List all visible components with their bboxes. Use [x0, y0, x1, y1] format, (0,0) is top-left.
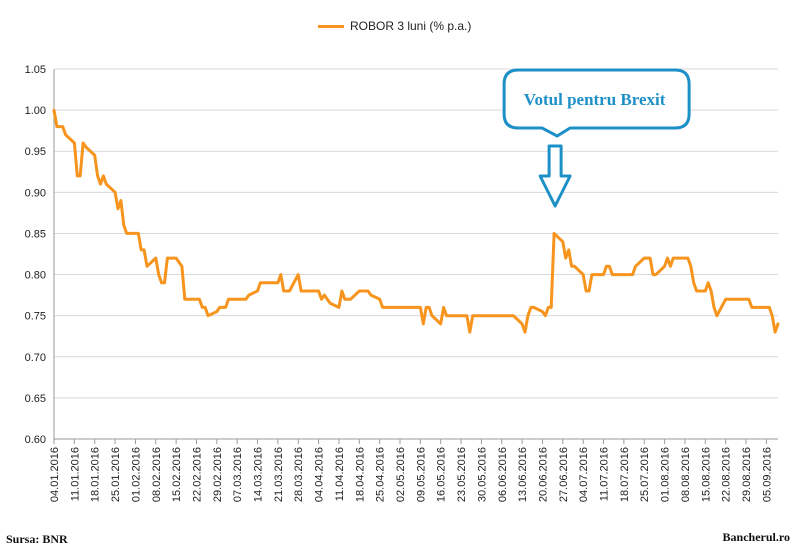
- x-tick-label: 18.01.2016: [90, 447, 102, 502]
- annotation-bubble: [502, 68, 691, 138]
- x-tick-label: 04.04.2016: [314, 447, 326, 502]
- x-tick-label: 18.04.2016: [354, 447, 366, 502]
- x-tick-label: 11.07.2016: [599, 447, 611, 501]
- axis-layer: 0.60 0.65 0.70 0.75 0.80 0.85 0.90 0.95 1.00 1.05…: [25, 64, 778, 502]
- x-tick-label: 21.03.2016: [273, 447, 285, 502]
- x-tick-label: 01.08.2016: [660, 447, 672, 502]
- x-tick-label: 29.02.2016: [212, 447, 224, 502]
- series-line-robor-3m: [52, 108, 780, 334]
- y-tick-label: 1.00: [25, 105, 46, 117]
- x-tick-label: 08.02.2016: [151, 447, 163, 502]
- x-tick-label: 01.02.2016: [130, 447, 142, 502]
- x-tick-label: 06.06.2016: [497, 447, 509, 502]
- y-tick-label: 0.80: [25, 270, 46, 282]
- site-credit: Bancherul.ro: [722, 530, 790, 544]
- x-tick-label: 11.01.2016: [69, 447, 81, 501]
- x-tick-label: 02.05.2016: [395, 447, 407, 502]
- x-tick-label: 15.08.2016: [700, 447, 712, 502]
- y-tick-label: 0.90: [25, 187, 46, 199]
- y-tick-label: 0.65: [25, 393, 46, 405]
- x-tick-label: 14.03.2016: [253, 447, 265, 502]
- x-tick-label: 04.01.2016: [49, 447, 61, 502]
- x-tick-label: 28.03.2016: [293, 447, 305, 502]
- x-tick-label: 25.07.2016: [639, 447, 651, 502]
- x-tick-label: 22.08.2016: [721, 447, 733, 502]
- source-note: Sursa: BNR: [6, 532, 68, 546]
- legend-label: ROBOR 3 luni (% p.a.): [350, 19, 472, 33]
- series-layer: [52, 108, 780, 334]
- x-tick-label: 13.06.2016: [517, 447, 529, 502]
- x-tick-label: 09.05.2016: [415, 447, 427, 502]
- legend: ROBOR 3 luni (% p.a.): [318, 18, 471, 34]
- y-tick-label: 0.85: [25, 228, 46, 240]
- x-tick-label: 05.09.2016: [761, 447, 773, 502]
- x-tick-label: 15.02.2016: [171, 447, 183, 502]
- x-tick-label: 04.07.2016: [578, 447, 590, 502]
- legend-swatch: [318, 24, 344, 28]
- x-tick-label: 07.03.2016: [232, 447, 244, 502]
- y-tick-label: 1.05: [25, 64, 46, 76]
- x-tick-label: 18.07.2016: [619, 447, 631, 502]
- x-tick-label: 16.05.2016: [436, 447, 448, 502]
- x-tick-label: 27.06.2016: [558, 447, 570, 502]
- x-tick-label: 30.05.2016: [476, 447, 488, 502]
- x-tick-label: 29.08.2016: [741, 447, 753, 502]
- x-tick-label: 08.08.2016: [680, 447, 692, 502]
- y-tick-label: 0.70: [25, 352, 46, 364]
- annotation-text: Votul pentru Brexit: [524, 90, 666, 109]
- x-tick-label: 20.06.2016: [537, 447, 549, 502]
- y-tick-label: 0.60: [25, 434, 46, 446]
- annotation-arrow: [538, 144, 572, 208]
- y-tick-label: 0.75: [25, 311, 46, 323]
- y-tick-label: 0.95: [25, 146, 46, 158]
- x-tick-label: 25.04.2016: [375, 447, 387, 502]
- x-tick-label: 25.01.2016: [110, 447, 122, 502]
- x-tick-label: 22.02.2016: [191, 447, 203, 502]
- annotation-layer: Votul pentru Brexit: [502, 68, 691, 208]
- x-tick-label: 23.05.2016: [456, 447, 468, 502]
- x-tick-label: 11.04.2016: [334, 447, 346, 501]
